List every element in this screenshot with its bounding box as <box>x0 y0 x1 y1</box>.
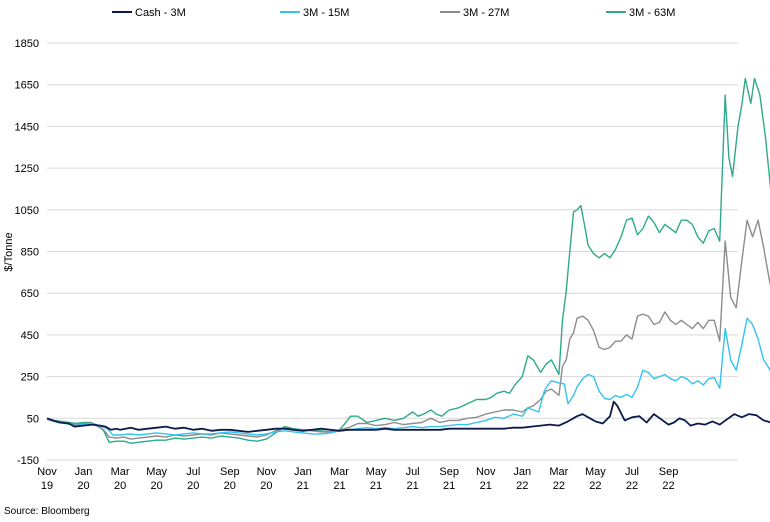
x-tick-year: 22 <box>626 480 638 492</box>
y-tick-label: 850 <box>21 247 39 259</box>
x-tick-month: Sep <box>659 466 679 478</box>
y-tick-label: 50 <box>27 413 39 425</box>
x-tick-month: Jul <box>186 466 200 478</box>
source-note: Source: Bloomberg <box>4 506 90 517</box>
x-tick-year: 22 <box>589 480 601 492</box>
x-tick-year: 21 <box>333 480 345 492</box>
x-tick-year: 20 <box>187 480 199 492</box>
x-tick-year: 21 <box>443 480 455 492</box>
series-line-3m-15m <box>46 317 770 436</box>
x-tick-month: Nov <box>476 466 496 478</box>
x-axis-ticks: Nov 19 Jan 20 Mar 20 May 20 Jul 20 Sep 20 Nov 20 Jan 21… <box>37 466 678 492</box>
x-tick-month: Jul <box>406 466 420 478</box>
x-tick-month: Mar <box>330 466 349 478</box>
x-tick-year: 21 <box>406 480 418 492</box>
x-tick-month: Sep <box>220 466 240 478</box>
x-tick-year: 20 <box>224 480 236 492</box>
x-tick-month: Jan <box>513 466 531 478</box>
x-tick-month: Nov <box>37 466 57 478</box>
x-tick-month: May <box>585 466 606 478</box>
x-tick-year: 19 <box>41 480 53 492</box>
x-tick-year: 21 <box>480 480 492 492</box>
y-axis-ticks: 1850 1650 1450 1250 1050 850 650 450 250 50 -150 <box>15 38 39 467</box>
y-axis-label: $/Tonne <box>3 232 15 271</box>
legend-3m-27m-label: 3M - 27M <box>463 7 509 19</box>
y-tick-label: 1650 <box>15 80 39 92</box>
x-tick-month: Jul <box>625 466 639 478</box>
legend-3m-63m-label: 3M - 63M <box>629 7 675 19</box>
x-tick-year: 20 <box>151 480 163 492</box>
y-tick-label: 650 <box>21 288 39 300</box>
x-tick-year: 22 <box>553 480 565 492</box>
x-tick-month: Nov <box>257 466 277 478</box>
y-tick-label: 1050 <box>15 205 39 217</box>
y-tick-label: -150 <box>17 455 39 467</box>
x-tick-month: Sep <box>439 466 459 478</box>
x-tick-month: Mar <box>549 466 568 478</box>
series-line-3m-63m <box>46 77 770 444</box>
legend-cash-3m-label: Cash - 3M <box>135 7 186 19</box>
x-tick-year: 20 <box>114 480 126 492</box>
y-tick-label: 1450 <box>15 121 39 133</box>
y-tick-label: 1850 <box>15 38 39 50</box>
x-tick-year: 20 <box>260 480 272 492</box>
x-tick-year: 22 <box>662 480 674 492</box>
y-tick-label: 1250 <box>15 163 39 175</box>
gridlines <box>47 42 738 461</box>
legend-3m-15m-label: 3M - 15M <box>303 7 349 19</box>
x-tick-year: 21 <box>370 480 382 492</box>
x-tick-year: 20 <box>77 480 89 492</box>
x-tick-month: May <box>366 466 387 478</box>
legend: Cash - 3M 3M - 15M 3M - 27M 3M - 63M <box>112 7 675 19</box>
series-lines <box>46 77 770 444</box>
x-tick-year: 21 <box>297 480 309 492</box>
series-line-3m-27m <box>46 219 770 440</box>
y-tick-label: 250 <box>21 372 39 384</box>
x-tick-month: May <box>146 466 167 478</box>
x-tick-month: Mar <box>111 466 130 478</box>
x-tick-month: Jan <box>294 466 312 478</box>
x-tick-year: 22 <box>516 480 528 492</box>
series-line-cash-3m <box>46 400 770 433</box>
y-tick-label: 450 <box>21 330 39 342</box>
x-tick-month: Jan <box>75 466 93 478</box>
